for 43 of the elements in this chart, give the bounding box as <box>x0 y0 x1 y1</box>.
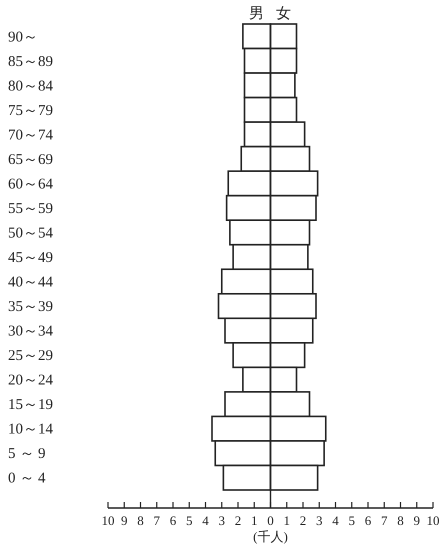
y-tick-label: 70～74 <box>8 127 54 144</box>
x-tick-label: 1 <box>284 513 290 528</box>
x-tick-label: 8 <box>137 513 144 528</box>
x-tick-label: 9 <box>121 513 128 528</box>
y-tick-label: 20～24 <box>8 372 54 389</box>
x-tick-label: 2 <box>234 513 242 528</box>
series-label: 男 <box>249 6 264 22</box>
x-tick-label: 7 <box>381 513 388 528</box>
y-tick-label: 5 ～ 9 <box>8 446 46 462</box>
x-tick-label: 4 <box>202 513 210 528</box>
x-tick-label: 5 <box>186 513 192 528</box>
x-tick-label: 2 <box>300 513 306 528</box>
x-tick-label: 0 <box>267 513 274 528</box>
x-tick-label: 6 <box>170 513 177 528</box>
y-tick-label: 75～79 <box>8 102 53 119</box>
x-tick-label: 3 <box>218 513 225 528</box>
x-tick-label: 3 <box>316 513 322 528</box>
x-tick-label: 9 <box>414 513 420 528</box>
y-tick-label: 10～14 <box>8 422 54 438</box>
y-tick-label: 0 ～ 4 <box>8 470 46 487</box>
x-tick-label: 10 <box>102 513 114 528</box>
y-tick-label: 30～34 <box>8 324 54 340</box>
y-tick-label: 40～44 <box>8 274 54 291</box>
y-tick-label: 80～84 <box>8 78 54 94</box>
x-tick-label: 8 <box>397 513 404 528</box>
y-tick-label: 35～39 <box>8 299 53 316</box>
y-tick-label: 15～19 <box>8 397 53 414</box>
x-tick-label: 6 <box>364 513 372 528</box>
x-axis-title: (千人) <box>253 529 288 544</box>
x-tick-label: 1 <box>251 513 258 528</box>
y-tick-label: 50～54 <box>8 225 54 242</box>
y-tick-label: 55～59 <box>8 200 53 217</box>
y-tick-label: 60～64 <box>8 176 54 192</box>
y-tick-label: 65～69 <box>8 152 53 168</box>
x-tick-label: 5 <box>348 513 355 528</box>
x-tick-label: 10 <box>426 513 440 528</box>
y-tick-label: 25～29 <box>8 348 53 364</box>
series-label: 女 <box>276 5 291 22</box>
y-tick-label: 45～49 <box>8 250 53 266</box>
y-tick-label: 85～89 <box>8 54 53 70</box>
x-tick-label: 7 <box>154 513 160 528</box>
y-tick-label: 90～ <box>8 29 38 46</box>
x-tick-label: 4 <box>332 513 340 528</box>
